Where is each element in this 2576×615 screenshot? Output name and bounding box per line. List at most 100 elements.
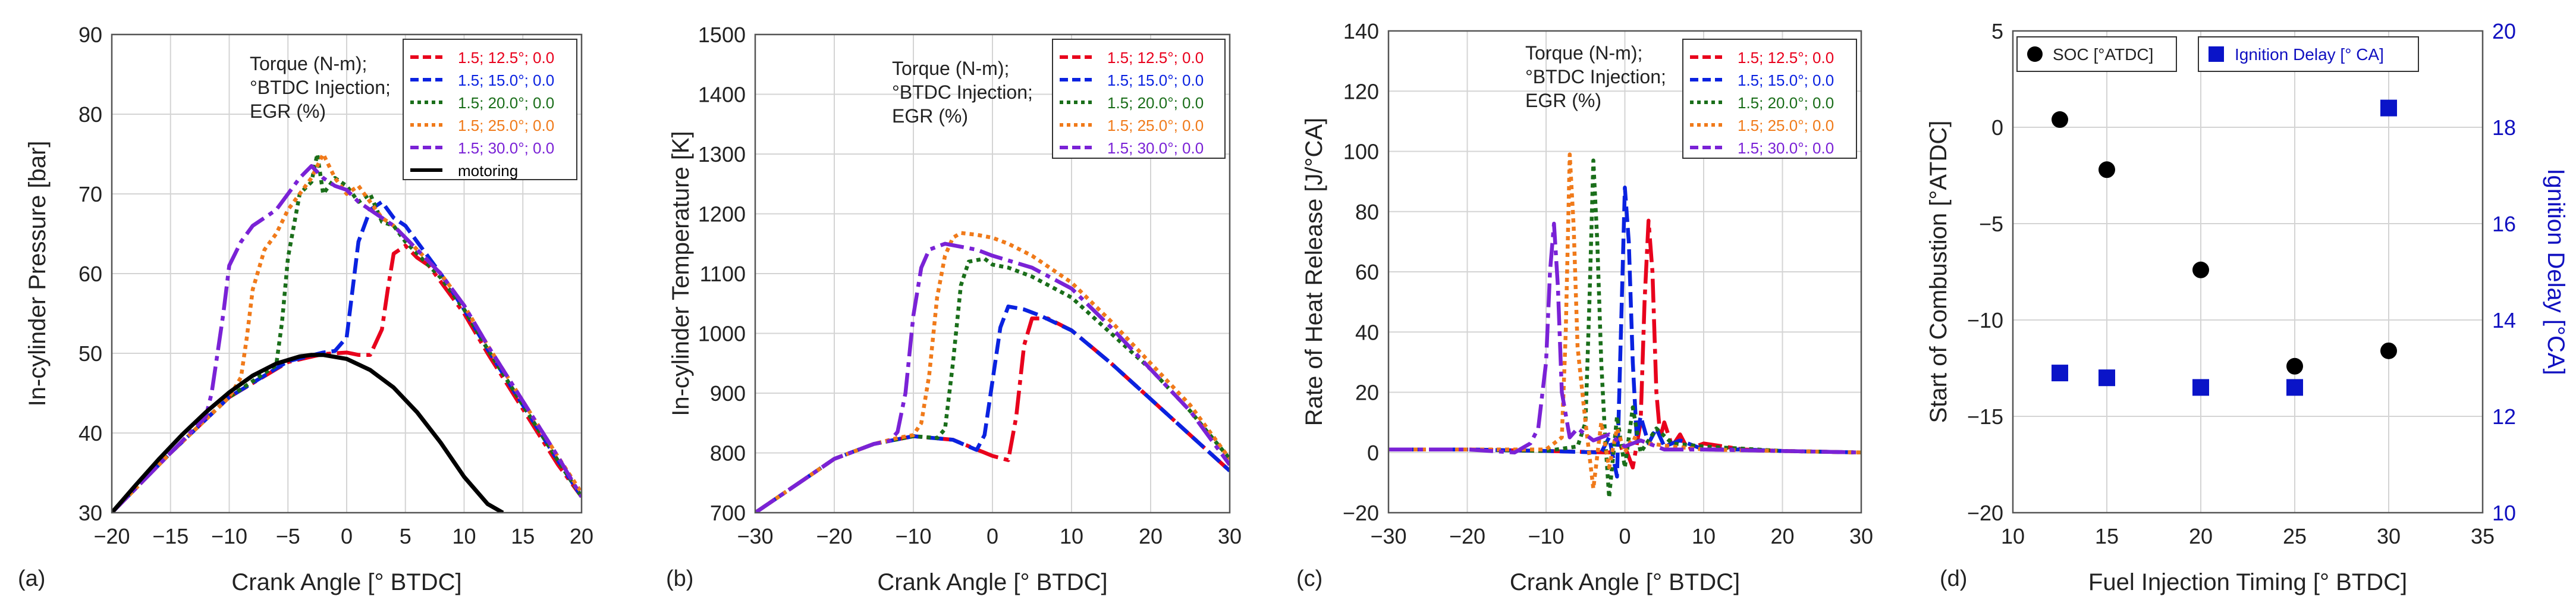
x-tick-label: 15	[2095, 524, 2119, 548]
x-tick-label: −10	[211, 524, 247, 548]
plot-frame	[111, 33, 583, 514]
y-tick-label: 120	[1343, 79, 1379, 103]
y-tick-label: 30	[78, 501, 102, 525]
legend-label: 1.5; 25.0°; 0.0	[1738, 117, 1834, 134]
y-tick-label: 80	[1355, 200, 1379, 224]
series-line-3	[755, 231, 1230, 513]
y-axis-label: Start of Combustion [°ATDC]	[1925, 121, 1952, 423]
x-tick-label: 30	[1849, 524, 1873, 548]
panel-label: (a)	[18, 566, 45, 591]
ignition-delay-point	[2192, 379, 2209, 396]
y-tick-label: −20	[1343, 501, 1379, 525]
y-tick-label: −20	[1967, 501, 2003, 525]
legend-label: 1.5; 12.5°; 0.0	[1107, 49, 1204, 67]
x-tick-label: 15	[511, 524, 535, 548]
x-tick-label: 30	[2377, 524, 2401, 548]
annotation-line: °BTDC Injection;	[892, 81, 1033, 103]
y2-tick-label: 14	[2492, 308, 2516, 332]
series-line-2	[755, 256, 1230, 513]
ignition-delay-point	[2052, 365, 2068, 382]
soc-point	[2099, 161, 2115, 178]
y-tick-label: 70	[78, 182, 102, 206]
legend-label: 1.5; 30.0°; 0.0	[1738, 139, 1834, 157]
legend-box	[1682, 39, 1857, 159]
legend-label: 1.5; 30.0°; 0.0	[1107, 139, 1204, 157]
y2-tick-label: 16	[2492, 212, 2516, 236]
legend-label: 1.5; 25.0°; 0.0	[458, 117, 554, 134]
x-tick-label: −20	[93, 524, 130, 548]
y-tick-label: 5	[1991, 19, 2003, 43]
legend-label: 1.5; 15.0°; 0.0	[1738, 71, 1834, 89]
x-tick-label: −20	[1449, 524, 1485, 548]
panel-label: (d)	[1940, 566, 1967, 591]
legend-label: Ignition Delay [° CA]	[2235, 45, 2384, 64]
legend-label: motoring	[458, 162, 518, 180]
y-tick-label: 1100	[700, 262, 746, 286]
panel-3: 10 15 20 25 30 35 −20 −15 −10 −5 0 5 10 12 14 16 18 20 Fue…	[1925, 19, 2569, 595]
x-tick-label: 0	[987, 524, 998, 548]
y-tick-label: 0	[1991, 115, 2003, 140]
x-tick-label: −30	[1370, 524, 1406, 548]
y-axis-label: In-cylinder Pressure [bar]	[24, 141, 51, 407]
annotation-line: EGR (%)	[250, 101, 326, 122]
y-tick-label: 20	[1355, 381, 1379, 405]
y-tick-label: 40	[1355, 320, 1379, 344]
series-line-4	[112, 164, 582, 513]
y-tick-label: 900	[710, 381, 746, 406]
x-tick-label: 10	[1060, 524, 1083, 548]
y-tick-label: 60	[78, 262, 102, 286]
annotation-line: Torque (N-m);	[892, 58, 1009, 79]
series-line-3	[1388, 152, 1861, 491]
legend-label: 1.5; 30.0°; 0.0	[458, 139, 554, 157]
y-axis-label: Rate of Heat Release [J/°CA]	[1301, 118, 1327, 426]
y-tick-label: 80	[78, 102, 102, 127]
x-tick-label: 0	[1619, 524, 1631, 548]
x-tick-label: −10	[1528, 524, 1564, 548]
panel-label: (c)	[1296, 566, 1322, 591]
x-tick-label: 10	[2001, 524, 2025, 548]
y-tick-label: 1400	[698, 83, 746, 107]
series-line-4	[1388, 221, 1861, 455]
panel-1: −30 −20 −10 0 10 20 30 700 800 900 1000 1100 1200 130…	[666, 23, 1242, 595]
x-tick-label: −10	[895, 524, 931, 548]
series-line-4	[755, 241, 1230, 513]
series-line-2	[112, 152, 582, 513]
plot-frame	[754, 33, 1231, 514]
legend-label: 1.5; 25.0°; 0.0	[1107, 117, 1204, 134]
soc-point	[2052, 111, 2068, 128]
y-tick-label: 1300	[698, 142, 746, 167]
annotation-line: EGR (%)	[1525, 90, 1601, 111]
y2-axis-label: Ignition Delay [°CA]	[2543, 168, 2569, 375]
x-tick-label: −5	[276, 524, 300, 548]
y-tick-label: 700	[710, 501, 746, 525]
x-tick-label: 30	[1218, 524, 1242, 548]
x-tick-label: −30	[737, 524, 773, 548]
legend-label: 1.5; 15.0°; 0.0	[1107, 71, 1204, 89]
ignition-delay-point	[2286, 379, 2303, 396]
legend-label: 1.5; 20.0°; 0.0	[458, 94, 554, 112]
plot-frame	[1387, 30, 1862, 514]
ignition-delay-point	[2380, 99, 2397, 117]
y-tick-label: −5	[1979, 212, 2003, 236]
y-tick-label: 100	[1343, 140, 1379, 164]
x-axis-label: Crank Angle [° BTDC]	[1510, 569, 1740, 595]
x-axis-label: Crank Angle [° BTDC]	[231, 569, 461, 595]
y-tick-label: 1000	[698, 322, 746, 346]
y2-tick-label: 20	[2492, 19, 2516, 43]
plot-area	[2052, 99, 2397, 396]
panel-0: −20 −15 −10 −5 0 5 10 15 20 30 40 50 60 70 80 90 Crank A…	[18, 23, 593, 595]
x-tick-label: 25	[2283, 524, 2307, 548]
annotation-line: °BTDC Injection;	[1525, 66, 1666, 87]
series-line-5	[112, 353, 504, 513]
plot-area	[755, 231, 1230, 513]
legend-box	[403, 39, 577, 180]
y-tick-label: 140	[1343, 19, 1379, 43]
x-tick-label: 0	[341, 524, 353, 548]
legend-label: 1.5; 20.0°; 0.0	[1107, 94, 1204, 112]
legend-swatch	[2027, 46, 2043, 62]
y2-tick-label: 18	[2492, 115, 2516, 140]
soc-point	[2286, 357, 2303, 375]
legend-label: 1.5; 20.0°; 0.0	[1738, 94, 1834, 112]
panel-2: −30 −20 −10 0 10 20 30−20020406080100120140Cra…	[1296, 19, 1873, 595]
x-tick-label: 35	[2471, 524, 2495, 548]
